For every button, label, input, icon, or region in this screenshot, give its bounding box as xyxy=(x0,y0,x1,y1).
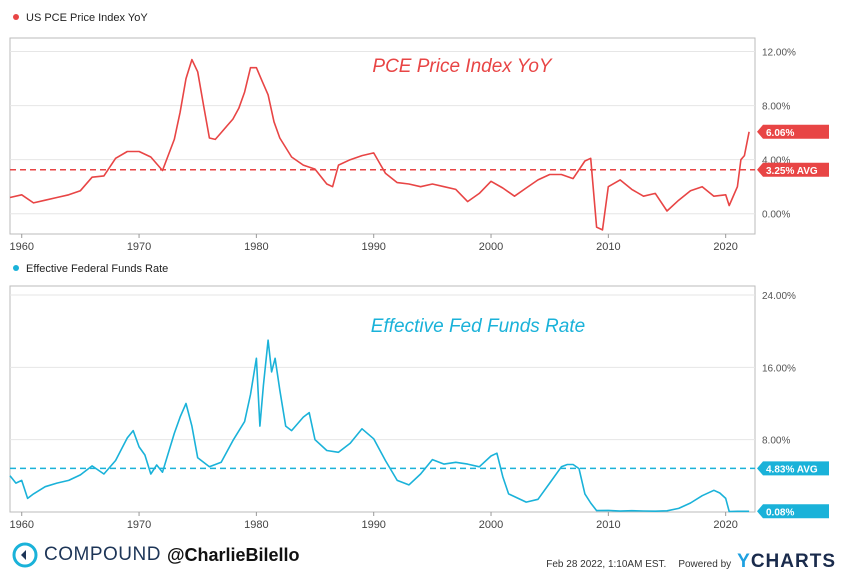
fedfunds-legend-label[interactable]: Effective Federal Funds Rate xyxy=(26,263,168,275)
timestamp: Feb 28 2022, 1:10AM EST. xyxy=(546,559,667,570)
fedfunds-y-tick-label: 24.00% xyxy=(762,291,796,302)
fedfunds-x-tick-label: 2010 xyxy=(596,519,620,531)
fedfunds-plot-border xyxy=(9,285,756,513)
pce-chart-title: PCE Price Index YoY xyxy=(372,56,553,77)
pce-x-tick-label: 1980 xyxy=(244,241,268,253)
pce-panel: US PCE Price Index YoY 0.00% 4.00% 8.00% 12… xyxy=(9,12,829,253)
pce-last-badge-shape xyxy=(757,124,829,139)
ycharts-logo[interactable]: YCHARTS xyxy=(737,551,836,573)
pce-series-line[interactable] xyxy=(9,58,750,231)
fedfunds-x-tick-label: 2020 xyxy=(713,519,737,531)
pce-y-axis: 0.00% 4.00% 8.00% 12.00% xyxy=(762,48,796,221)
fedfunds-x-axis: 1960 1970 1980 1990 2000 2010 2020 xyxy=(9,512,738,531)
fedfunds-series-line[interactable] xyxy=(9,339,750,513)
powered-by-text: Powered by xyxy=(678,559,732,570)
pce-average-badge-shape xyxy=(757,162,829,177)
pce-x-tick-label: 1970 xyxy=(127,241,151,253)
fedfunds-x-tick-label: 1960 xyxy=(9,519,33,531)
fedfunds-average-badge-shape xyxy=(757,461,829,476)
pce-legend-label[interactable]: US PCE Price Index YoY xyxy=(26,12,148,24)
brand-handle[interactable]: @CharlieBilello xyxy=(166,544,300,565)
fedfunds-gridlines xyxy=(10,294,755,441)
fedfunds-chart-title: Effective Fed Funds Rate xyxy=(371,316,585,337)
pce-last-value-label: 6.06% xyxy=(766,128,794,139)
pce-plot-border xyxy=(9,37,756,235)
pce-x-tick-label: 1960 xyxy=(9,241,33,253)
fedfunds-last-badge-shape xyxy=(757,504,829,519)
pce-average-label: 3.25% AVG xyxy=(766,166,818,177)
fedfunds-y-axis: 8.00% 16.00% 24.00% xyxy=(762,291,796,447)
pce-x-tick-label: 2020 xyxy=(713,241,737,253)
fedfunds-y-tick-label: 16.00% xyxy=(762,363,796,374)
pce-y-tick-label: 4.00% xyxy=(762,156,790,167)
fedfunds-average-label: 4.83% AVG xyxy=(766,464,818,475)
pce-gridlines xyxy=(10,51,755,215)
pce-average-badge: 3.25% AVG xyxy=(757,162,829,177)
fedfunds-x-tick-label: 1990 xyxy=(361,519,385,531)
pce-y-tick-label: 12.00% xyxy=(762,48,796,59)
fedfunds-average-badge: 4.83% AVG xyxy=(757,461,829,476)
fedfunds-last-value-badge: 0.08% xyxy=(757,504,829,519)
pce-y-tick-label: 8.00% xyxy=(762,102,790,113)
fedfunds-y-tick-label: 8.00% xyxy=(762,436,790,447)
pce-x-axis: 1960 1970 1980 1990 2000 2010 2020 xyxy=(9,234,738,253)
compound-brand[interactable]: COMPOUND @CharlieBilello xyxy=(12,541,300,569)
pce-x-tick-label: 2000 xyxy=(479,241,503,253)
fedfunds-x-tick-label: 2000 xyxy=(479,519,503,531)
fedfunds-x-tick-label: 1970 xyxy=(127,519,151,531)
pce-y-tick-label: 0.00% xyxy=(762,210,790,221)
fedfunds-legend-marker xyxy=(13,265,19,271)
fedfunds-panel: Effective Federal Funds Rate 8.00% 16.00%… xyxy=(9,263,829,531)
pce-legend-marker xyxy=(13,14,19,20)
fedfunds-x-tick-label: 1980 xyxy=(244,519,268,531)
brand-name: COMPOUND xyxy=(44,544,161,565)
footer-credit: Feb 28 2022, 1:10AM EST. Powered by YCHA… xyxy=(546,551,836,573)
ycharts-logo-rest: CHARTS xyxy=(750,551,836,572)
compound-logo-icon xyxy=(12,542,38,568)
pce-x-tick-label: 2010 xyxy=(596,241,620,253)
ycharts-logo-y: Y xyxy=(737,551,751,572)
pce-last-value-badge: 6.06% xyxy=(757,124,829,139)
pce-x-tick-label: 1990 xyxy=(361,241,385,253)
fedfunds-last-value-label: 0.08% xyxy=(766,507,794,518)
